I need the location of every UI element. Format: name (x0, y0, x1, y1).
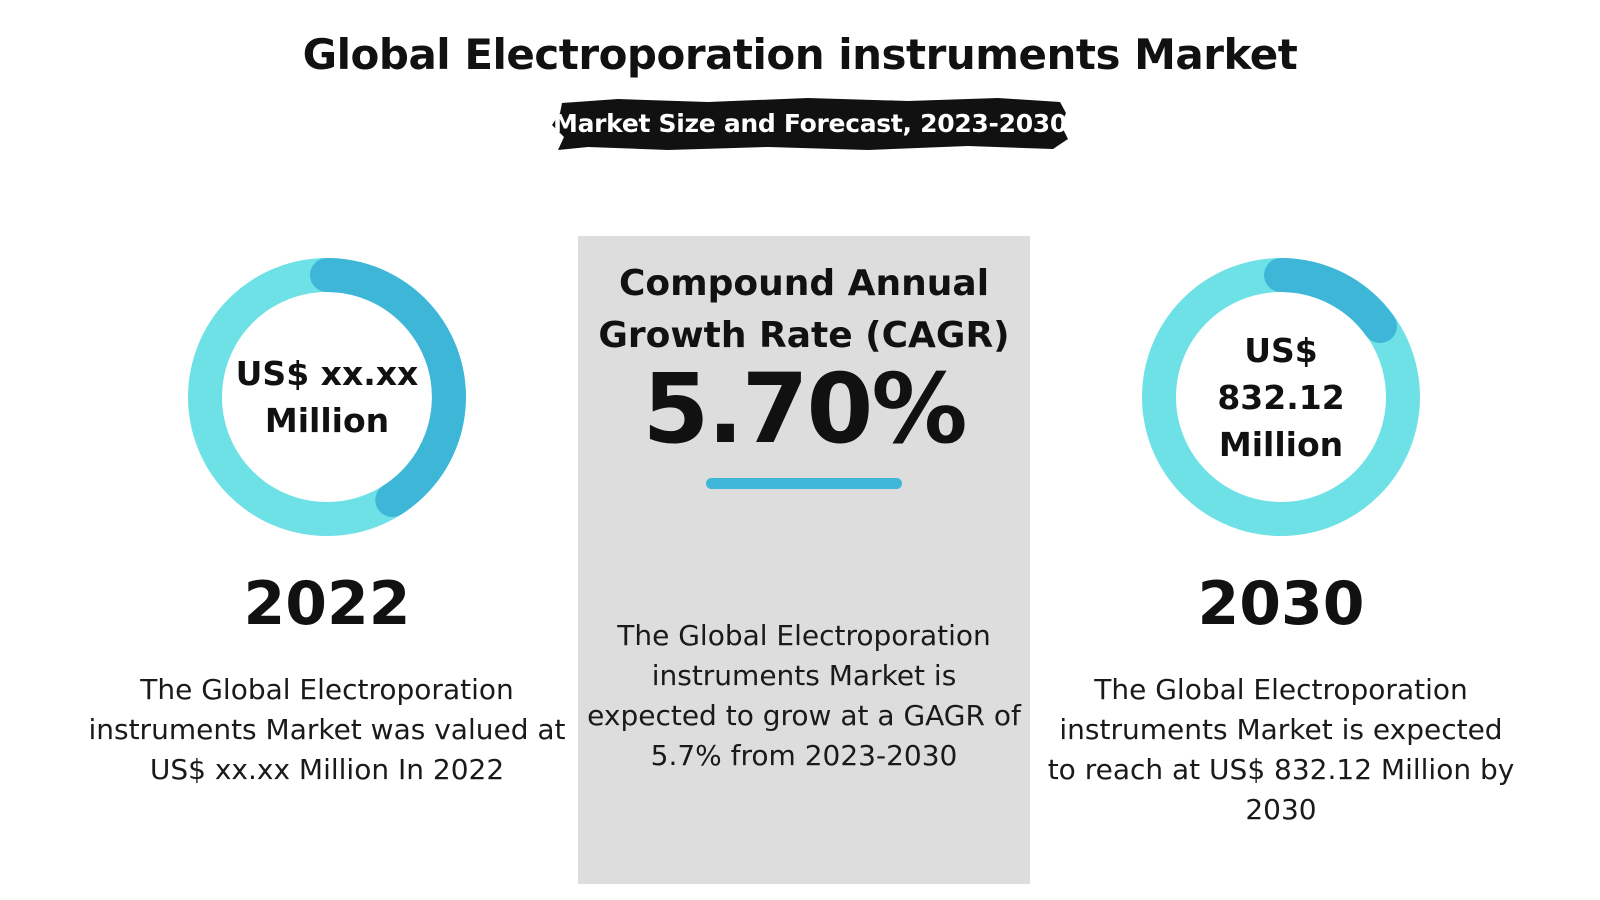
ring-value-2022: US$ xx.xx Million (235, 354, 419, 440)
brush-stroke-background (552, 98, 1068, 150)
ring-chart-2030: US$ 832.12 Million (1141, 257, 1421, 537)
cagr-underline (706, 478, 902, 489)
subtitle-banner: Market Size and Forecast, 2023-2030 (548, 95, 1072, 153)
ring-arc (1264, 258, 1397, 343)
ring-arc (310, 258, 466, 517)
cagr-description: The Global Electroporation instruments M… (587, 619, 1021, 772)
cagr-panel: Compound Annual Growth Rate (CAGR) 5.70%… (578, 236, 1030, 884)
subtitle-text: Market Size and Forecast, 2023-2030 (553, 109, 1067, 138)
description-2022: The Global Electroporation instruments M… (88, 673, 566, 786)
page-title: Global Electroporation instruments Marke… (302, 30, 1298, 79)
year-2030: 2030 (1197, 569, 1365, 639)
cagr-value: 5.70% (642, 353, 967, 465)
description-2030: The Global Electroporation instruments M… (1047, 673, 1515, 826)
ring-value-2030: US$ 832.12 Million (1217, 330, 1345, 464)
ring-chart-2022: US$ xx.xx Million (187, 257, 467, 537)
year-2022: 2022 (243, 569, 411, 639)
cagr-label: Compound Annual Growth Rate (CAGR) (598, 263, 1010, 356)
